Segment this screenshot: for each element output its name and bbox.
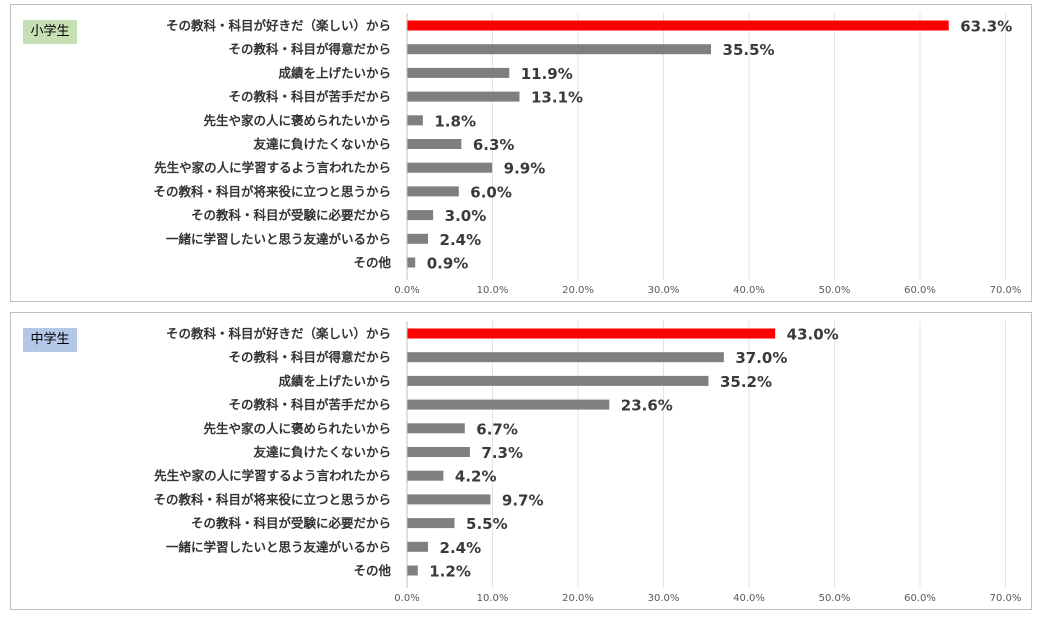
- bar: [407, 257, 416, 268]
- data-label: 9.9%: [504, 160, 546, 178]
- bar: [407, 541, 429, 552]
- category-label: 先生や家の人に学習するよう言われたから: [154, 468, 391, 483]
- category-label: 先生や家の人に褒められたいから: [203, 113, 391, 128]
- category-label: 一緒に学習したいと思う友達がいるから: [166, 539, 391, 554]
- bar: [407, 423, 465, 434]
- bar: [407, 399, 610, 410]
- badge-elementary: 小学生: [23, 20, 77, 44]
- x-tick-label: 50.0%: [819, 593, 851, 604]
- bar: [407, 518, 455, 529]
- bar: [407, 352, 724, 363]
- category-label: その教科・科目が将来役に立つと思うから: [153, 492, 391, 507]
- x-tick-label: 10.0%: [477, 593, 509, 604]
- data-label: 6.0%: [470, 183, 512, 201]
- bar: [407, 115, 423, 126]
- category-label: その教科・科目が受験に必要だから: [191, 516, 391, 531]
- data-label: 6.7%: [476, 420, 518, 438]
- bar: [407, 162, 493, 173]
- data-label: 2.4%: [440, 539, 482, 557]
- category-label: 友達に負けたくないから: [252, 445, 391, 460]
- data-label: 9.7%: [502, 491, 544, 509]
- data-label: 5.5%: [466, 515, 508, 533]
- badge-junior-high: 中学生: [23, 328, 77, 352]
- chart-panel-elementary: 小学生 0.0% 10.0% 20.0% 30.0% 40.0% 50.0% 60.0% 70…: [10, 4, 1032, 302]
- data-label: 63.3%: [960, 18, 1012, 36]
- data-label: 3.0%: [445, 207, 487, 225]
- data-label: 7.3%: [481, 444, 523, 462]
- category-label: その教科・科目が好きだ（楽しい）から: [166, 326, 391, 341]
- category-label: 先生や家の人に学習するよう言われたから: [154, 160, 391, 175]
- bar: [407, 139, 462, 149]
- x-tick-label: 30.0%: [648, 593, 680, 604]
- category-label: 成績を上げたいから: [278, 373, 391, 388]
- category-label: その教科・科目が苦手だから: [228, 89, 391, 104]
- data-label: 43.0%: [787, 326, 839, 344]
- data-label: 4.2%: [455, 468, 497, 486]
- bar: [407, 494, 491, 505]
- category-label: その教科・科目が得意だから: [228, 42, 391, 57]
- bar: [407, 20, 949, 31]
- bar-chart-junior-high: 0.0% 10.0% 20.0% 30.0% 40.0% 50.0% 60.0% 70.0% そ…: [153, 321, 1022, 604]
- data-label: 6.3%: [473, 136, 515, 154]
- data-label: 11.9%: [521, 65, 573, 83]
- category-label: その他: [353, 563, 391, 578]
- data-label: 0.9%: [427, 255, 469, 273]
- x-tick-label: 20.0%: [562, 593, 594, 604]
- x-tick-label: 0.0%: [394, 593, 419, 604]
- x-tick-label: 40.0%: [733, 593, 765, 604]
- data-label: 37.0%: [735, 349, 787, 367]
- data-label: 2.4%: [440, 231, 482, 249]
- bar: [407, 67, 510, 78]
- bar: [407, 447, 470, 457]
- x-tick-label: 60.0%: [904, 593, 936, 604]
- x-tick-label: 50.0%: [819, 285, 851, 296]
- data-label: 13.1%: [531, 89, 583, 107]
- data-label: 1.2%: [429, 563, 471, 581]
- bar: [407, 565, 418, 576]
- x-tick-label: 40.0%: [733, 285, 765, 296]
- data-label: 35.2%: [720, 373, 772, 391]
- category-label: 友達に負けたくないから: [252, 137, 391, 152]
- x-tick-label: 0.0%: [394, 285, 419, 296]
- bar: [407, 186, 459, 197]
- category-label: その他: [353, 255, 391, 270]
- category-label: その教科・科目が得意だから: [228, 350, 391, 365]
- x-tick-label: 20.0%: [562, 285, 594, 296]
- category-label: その教科・科目が好きだ（楽しい）から: [166, 18, 391, 33]
- chart-panel-junior-high: 中学生 0.0% 10.0% 20.0% 30.0% 40.0% 50.0% 60.0% 70…: [10, 312, 1032, 610]
- data-label: 1.8%: [434, 112, 476, 130]
- data-label: 23.6%: [621, 397, 673, 415]
- bar: [407, 470, 444, 481]
- category-label: その教科・科目が受験に必要だから: [191, 208, 391, 223]
- data-label: 35.5%: [723, 41, 775, 59]
- bar-chart-elementary: 0.0% 10.0% 20.0% 30.0% 40.0% 50.0% 60.0% 70.0% そ…: [153, 13, 1022, 296]
- x-tick-label: 70.0%: [990, 593, 1022, 604]
- category-label: 一緒に学習したいと思う友達がいるから: [166, 231, 391, 246]
- bar: [407, 233, 429, 244]
- bar: [407, 210, 434, 221]
- category-label: その教科・科目が苦手だから: [228, 397, 391, 412]
- x-tick-label: 70.0%: [990, 285, 1022, 296]
- bar: [407, 91, 520, 102]
- bar: [407, 44, 712, 55]
- x-tick-label: 30.0%: [648, 285, 680, 296]
- category-label: その教科・科目が将来役に立つと思うから: [153, 184, 391, 199]
- bar: [407, 328, 776, 339]
- x-tick-label: 60.0%: [904, 285, 936, 296]
- bar: [407, 375, 709, 386]
- x-tick-label: 10.0%: [477, 285, 509, 296]
- category-label: 先生や家の人に褒められたいから: [203, 421, 391, 436]
- category-label: 成績を上げたいから: [278, 65, 391, 80]
